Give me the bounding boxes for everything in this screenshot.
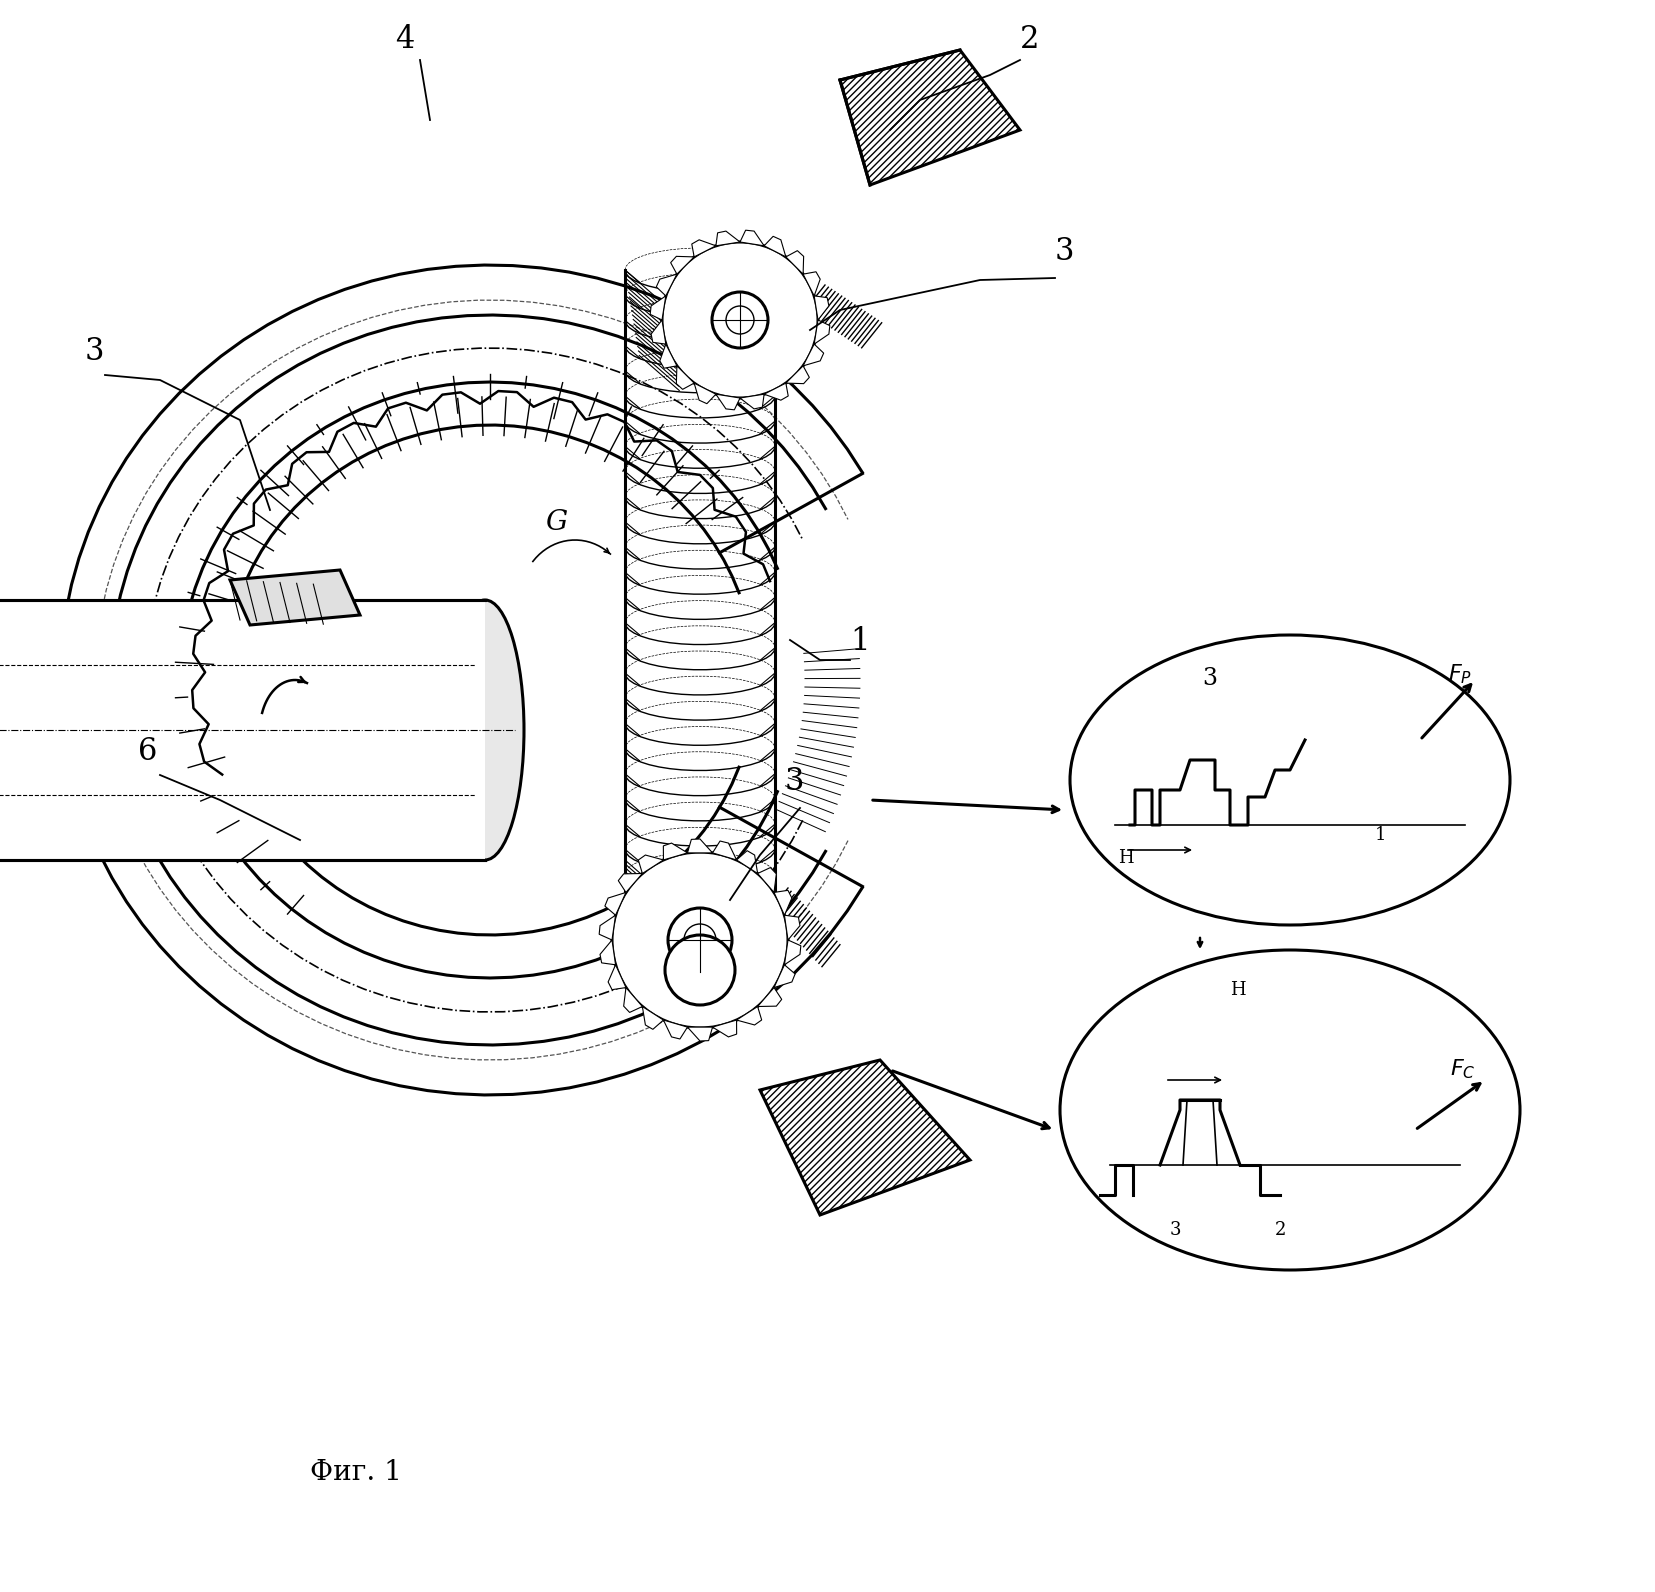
Text: $F_P$: $F_P$ xyxy=(1446,662,1471,686)
Polygon shape xyxy=(814,296,829,320)
Polygon shape xyxy=(740,231,763,245)
Polygon shape xyxy=(617,874,642,893)
Ellipse shape xyxy=(1069,635,1509,925)
Polygon shape xyxy=(637,855,664,874)
Text: 3: 3 xyxy=(1170,1221,1180,1239)
Polygon shape xyxy=(650,296,665,320)
Polygon shape xyxy=(763,236,786,256)
Polygon shape xyxy=(599,939,616,965)
Polygon shape xyxy=(758,868,776,893)
Text: 2: 2 xyxy=(1274,1221,1286,1239)
Polygon shape xyxy=(664,1020,687,1040)
Polygon shape xyxy=(760,1060,970,1215)
Polygon shape xyxy=(740,395,763,409)
Text: 3: 3 xyxy=(1202,667,1216,689)
Polygon shape xyxy=(803,272,819,296)
Polygon shape xyxy=(712,841,736,860)
Ellipse shape xyxy=(445,600,523,860)
Polygon shape xyxy=(599,915,616,939)
Circle shape xyxy=(725,306,753,334)
Polygon shape xyxy=(773,965,794,987)
Polygon shape xyxy=(758,987,781,1006)
Polygon shape xyxy=(0,600,485,860)
Text: 1: 1 xyxy=(1374,826,1385,844)
Polygon shape xyxy=(763,384,788,400)
Polygon shape xyxy=(687,1027,712,1041)
Text: Фиг. 1: Фиг. 1 xyxy=(309,1458,402,1485)
Text: H: H xyxy=(1230,981,1245,1000)
Polygon shape xyxy=(624,987,642,1013)
Polygon shape xyxy=(786,250,803,274)
Polygon shape xyxy=(604,893,626,915)
Circle shape xyxy=(665,935,735,1005)
Text: 4: 4 xyxy=(396,24,414,56)
Text: 1: 1 xyxy=(849,626,869,657)
Text: 3: 3 xyxy=(84,336,104,368)
Polygon shape xyxy=(784,915,799,939)
Polygon shape xyxy=(736,850,758,874)
Ellipse shape xyxy=(1059,950,1519,1270)
Polygon shape xyxy=(693,384,715,404)
Polygon shape xyxy=(655,274,677,296)
Text: $F_C$: $F_C$ xyxy=(1450,1057,1475,1081)
Polygon shape xyxy=(715,231,740,245)
Text: 2: 2 xyxy=(1019,24,1039,56)
Text: 6: 6 xyxy=(137,736,157,767)
Polygon shape xyxy=(642,1006,664,1030)
Polygon shape xyxy=(659,344,677,368)
Text: H: H xyxy=(1117,849,1134,868)
Polygon shape xyxy=(803,344,823,366)
Polygon shape xyxy=(607,965,626,990)
Text: 3: 3 xyxy=(784,766,804,798)
Polygon shape xyxy=(687,839,712,853)
Polygon shape xyxy=(712,1020,736,1036)
Polygon shape xyxy=(230,570,359,626)
Polygon shape xyxy=(670,256,693,274)
Circle shape xyxy=(712,291,768,349)
Polygon shape xyxy=(814,320,829,344)
Polygon shape xyxy=(773,890,791,915)
Circle shape xyxy=(684,923,715,957)
Circle shape xyxy=(662,242,818,398)
Text: 3: 3 xyxy=(1054,236,1074,267)
Circle shape xyxy=(667,907,732,973)
Polygon shape xyxy=(839,49,1019,185)
Polygon shape xyxy=(664,844,687,860)
Polygon shape xyxy=(784,939,801,965)
Polygon shape xyxy=(675,366,693,390)
Text: G: G xyxy=(544,509,566,537)
Polygon shape xyxy=(715,395,740,409)
Circle shape xyxy=(612,852,788,1028)
Polygon shape xyxy=(786,366,809,384)
Polygon shape xyxy=(650,320,665,344)
Polygon shape xyxy=(692,240,715,256)
Polygon shape xyxy=(736,1006,761,1025)
